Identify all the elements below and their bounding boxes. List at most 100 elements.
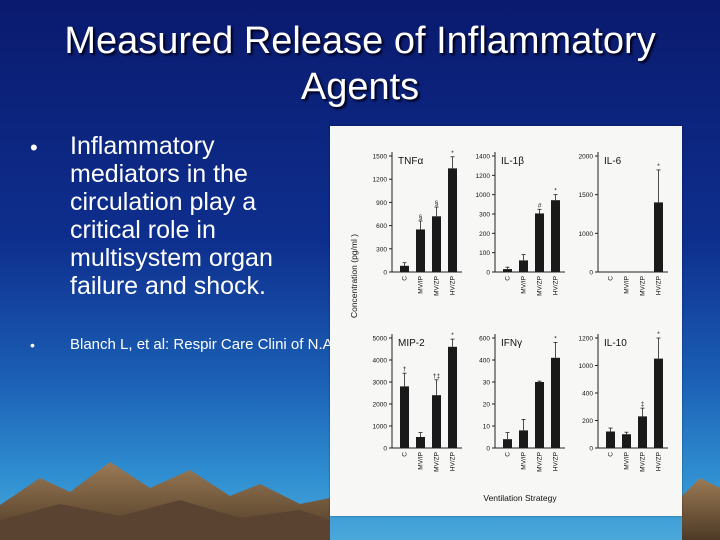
y-tick-label: 200 — [479, 231, 490, 238]
bar — [519, 260, 528, 272]
panel-title: IFNγ — [501, 338, 522, 349]
bullet-symbol: • — [30, 337, 35, 353]
y-tick-label: 900 — [376, 200, 387, 207]
y-tick-label: 600 — [479, 336, 490, 343]
category-label: HV/ZP — [656, 276, 663, 295]
bar — [551, 200, 560, 272]
y-tick-label: 1200 — [579, 336, 594, 343]
category-label: HV/ZP — [553, 276, 560, 295]
y-tick-label: 0 — [589, 446, 593, 453]
x-axis-label: Ventilation Strategy — [483, 493, 557, 503]
y-tick-label: 0 — [383, 270, 387, 277]
bar — [654, 202, 663, 272]
panel-title: TNFα — [398, 156, 423, 167]
bar — [416, 229, 425, 272]
category-label: MV/ZP — [434, 452, 441, 472]
figure-scan: Concentration (pg/ml ) Ventilation Strat… — [330, 126, 682, 516]
bar — [400, 265, 409, 272]
panel-title: IL-1β — [501, 156, 524, 167]
significance-marker: * — [657, 331, 660, 338]
y-tick-label: 1000 — [373, 424, 388, 431]
category-label: MV/ZP — [434, 276, 441, 296]
y-tick-label: 0 — [383, 446, 387, 453]
y-tick-label: 600 — [376, 223, 387, 230]
significance-marker: * — [657, 163, 660, 170]
bar — [448, 168, 457, 272]
significance-marker: * — [554, 188, 557, 195]
significance-marker: ‡ — [641, 401, 645, 408]
bullet-symbol: • — [30, 135, 38, 160]
y-tick-label: 1000 — [579, 363, 594, 370]
y-tick-label: 300 — [376, 246, 387, 253]
y-tick-label: 1500 — [579, 192, 594, 199]
y-tick-label: 1400 — [476, 154, 491, 161]
category-label: C — [505, 276, 512, 281]
category-label: MV/ZP — [640, 276, 647, 296]
y-tick-label: 1000 — [476, 192, 491, 199]
bar — [622, 434, 631, 448]
significance-marker: † — [403, 366, 407, 373]
y-axis-label: Concentration (pg/ml ) — [349, 234, 359, 318]
bar — [551, 357, 560, 448]
bar — [638, 416, 647, 448]
bar-chart-grid: Concentration (pg/ml ) Ventilation Strat… — [349, 150, 668, 503]
category-label: MV/ZP — [537, 452, 544, 472]
bar — [400, 386, 409, 448]
category-label: HV/ZP — [450, 276, 457, 295]
citation-text: Blanch L, et al: Respir Care Clini of N.… — [70, 336, 454, 353]
y-tick-label: 0 — [589, 270, 593, 277]
bar — [606, 431, 615, 448]
significance-marker: * — [554, 335, 557, 342]
y-tick-label: 10 — [483, 424, 491, 431]
significance-marker: †‡ — [433, 373, 441, 380]
bullet-item-1: • Inflammatory mediators in the circulat… — [30, 132, 330, 300]
category-label: MV/IP — [418, 452, 425, 470]
bar — [535, 213, 544, 272]
category-label: C — [608, 452, 615, 457]
y-tick-label: 100 — [479, 250, 490, 257]
significance-marker: # — [538, 202, 542, 209]
category-label: MV/IP — [418, 276, 425, 294]
significance-marker: * — [451, 332, 454, 339]
y-tick-label: 20 — [483, 402, 491, 409]
y-tick-label: 1200 — [373, 177, 388, 184]
y-tick-label: 3000 — [373, 380, 388, 387]
bar — [416, 437, 425, 448]
panel-title: IL-6 — [604, 156, 622, 167]
bar — [503, 439, 512, 448]
bar — [519, 430, 528, 448]
category-label: MV/IP — [624, 276, 631, 294]
mountain-landscape-image — [0, 462, 720, 540]
category-label: HV/ZP — [450, 452, 457, 471]
category-label: C — [608, 276, 615, 281]
significance-marker: § — [419, 214, 423, 221]
y-tick-label: 200 — [582, 418, 593, 425]
category-label: HV/ZP — [656, 452, 663, 471]
category-label: C — [402, 452, 409, 457]
category-label: MV/IP — [521, 276, 528, 294]
bar — [432, 395, 441, 448]
y-tick-label: 30 — [483, 380, 491, 387]
y-tick-label: 1000 — [579, 231, 594, 238]
category-label: MV/ZP — [640, 452, 647, 472]
category-label: MV/IP — [521, 452, 528, 470]
significance-marker: * — [451, 150, 454, 157]
bar — [448, 346, 457, 448]
y-tick-label: 4000 — [373, 358, 388, 365]
slide-title: Measured Release of Inflammatory Agents — [64, 20, 656, 108]
category-label: C — [505, 452, 512, 457]
category-label: C — [402, 276, 409, 281]
y-tick-label: 0 — [486, 446, 490, 453]
bar — [535, 382, 544, 448]
significance-marker: § — [435, 200, 439, 207]
category-label: MV/ZP — [537, 276, 544, 296]
y-tick-label: 0 — [486, 270, 490, 277]
bullet-text-1: Inflammatory mediators in the circulatio… — [70, 132, 273, 300]
y-tick-label: 400 — [582, 391, 593, 398]
bar — [503, 269, 512, 272]
bar — [654, 358, 663, 448]
y-tick-label: 1500 — [373, 154, 388, 161]
bullet-item-2: • Blanch L, et al: Respir Care Clini of … — [30, 335, 454, 354]
panel-title: MIP-2 — [398, 338, 425, 349]
